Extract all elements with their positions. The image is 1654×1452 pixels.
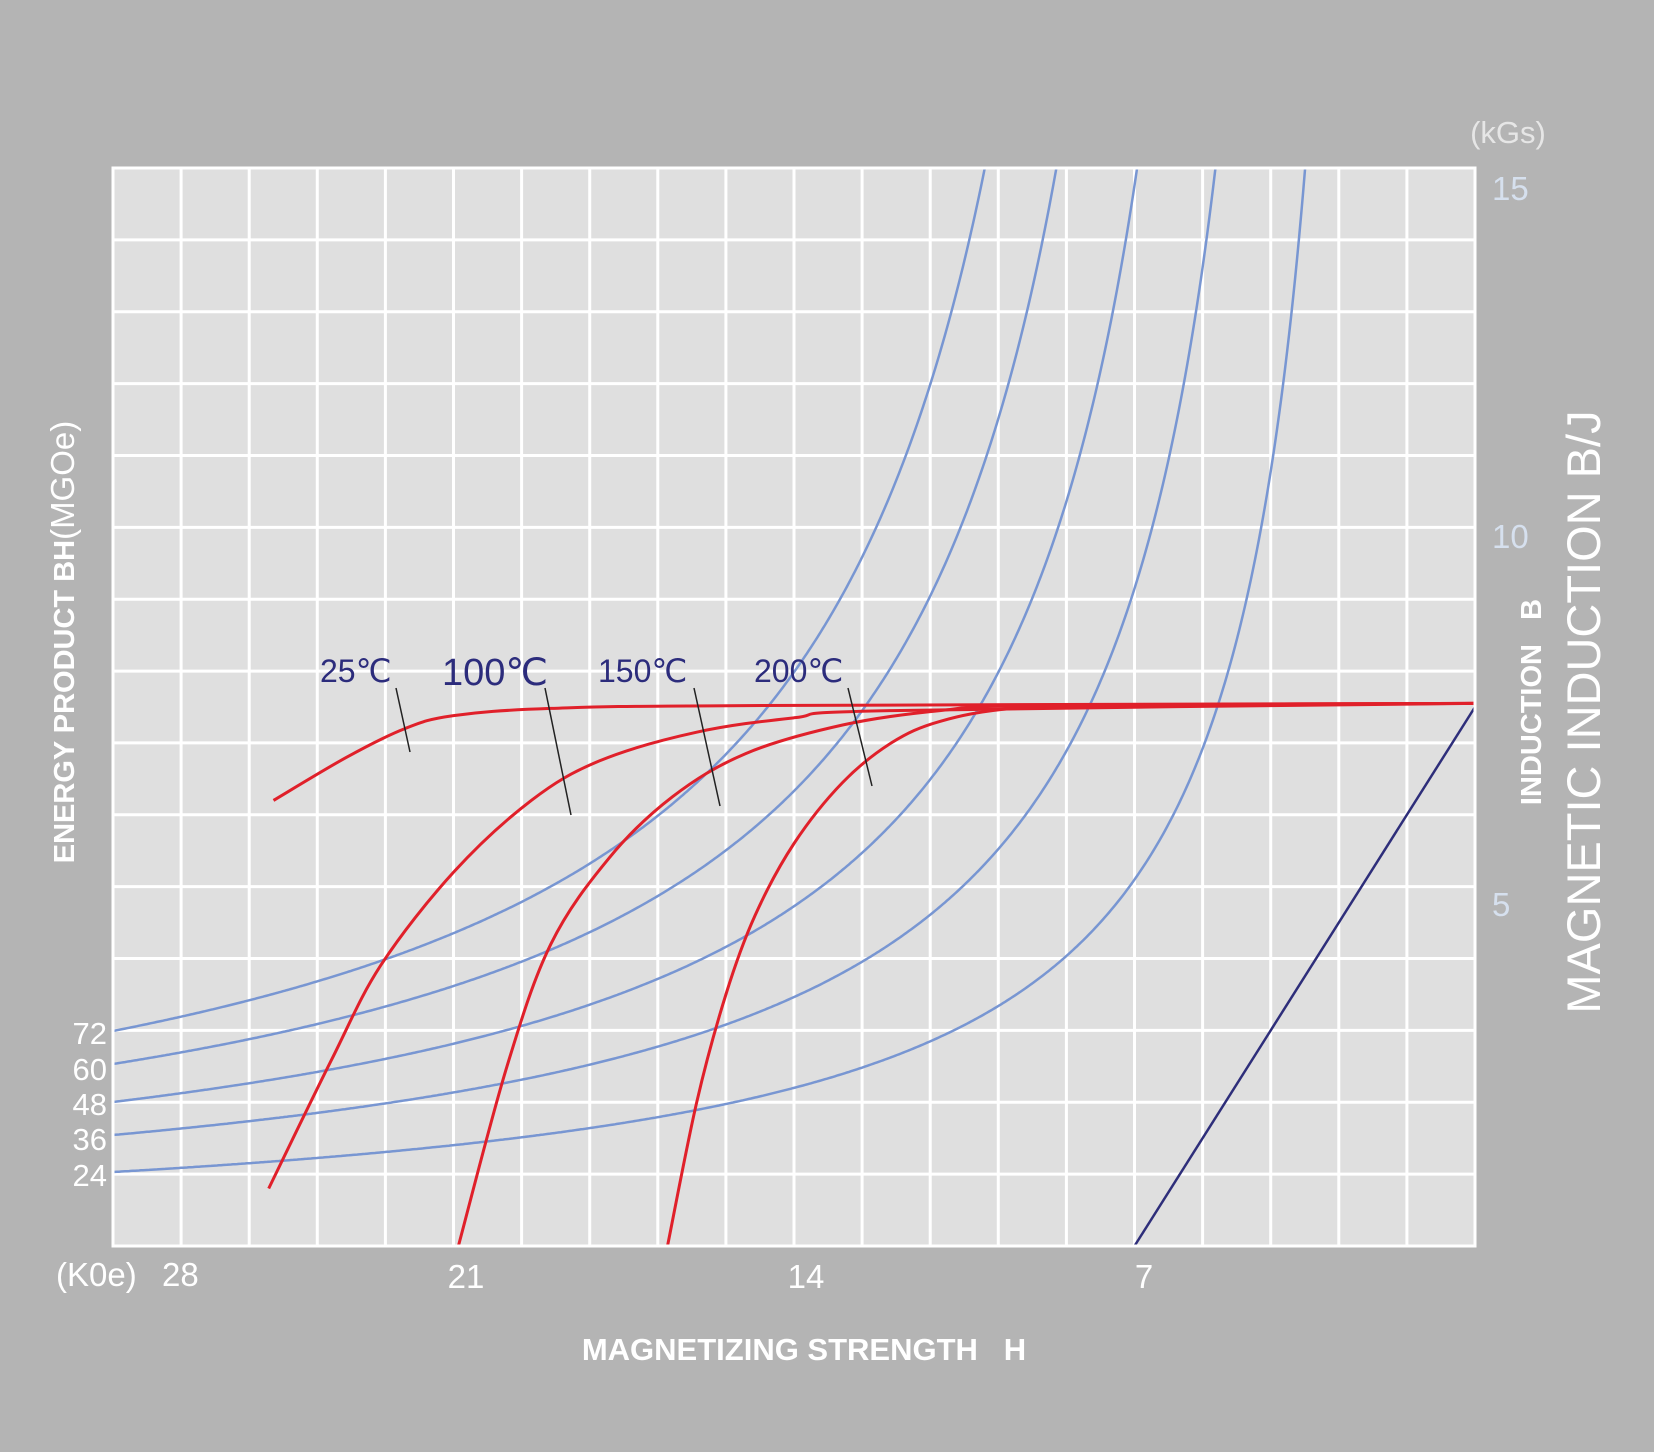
bh-tick-label: 24	[73, 1158, 107, 1193]
bh-curve-24	[112, 167, 1307, 1174]
bh-curve-36	[112, 167, 1217, 1137]
left-axis-title-bold: ENERGY PRODUCT BH	[49, 540, 81, 863]
x-unit-prefix: (K0e)	[56, 1256, 137, 1293]
bh-curve-72	[112, 167, 987, 1033]
series-label-200c: 200℃	[754, 653, 843, 689]
y-tick-label: 5	[1492, 886, 1510, 923]
x-tick-label: 7	[1135, 1258, 1153, 1295]
series-label-25c: 25℃	[320, 653, 392, 689]
right-axis-title-outer: MAGNETIC INDUCTION B/J	[1557, 410, 1610, 1013]
recoil-line	[1133, 706, 1477, 1247]
label-leader-line	[395, 687, 411, 753]
label-leader-line	[847, 687, 873, 787]
y-tick-label: 15	[1492, 170, 1529, 207]
demagnetization-curves	[267, 701, 1476, 1247]
bh-tick-label: 48	[73, 1087, 107, 1122]
y-tick-label: 10	[1492, 518, 1529, 555]
x-axis-title: MAGNETIZING STRENGTH H	[582, 1332, 1026, 1367]
label-leader-line	[693, 687, 721, 807]
recoil-line-group	[1133, 706, 1477, 1247]
y-unit-label: (kGs)	[1470, 115, 1546, 150]
bh-curve-60	[112, 167, 1058, 1066]
series-label-leaders	[395, 687, 873, 816]
x-tick-label: 14	[788, 1258, 825, 1295]
bh-tick-label: 72	[73, 1016, 107, 1051]
bh-curve-48	[112, 167, 1139, 1104]
series-label-100c: 100℃	[442, 652, 548, 694]
series-label-150c: 150℃	[598, 653, 687, 689]
bh-tick-label: 60	[73, 1052, 107, 1087]
label-leader-line	[544, 687, 572, 816]
x-tick-label: 28	[162, 1256, 199, 1293]
demag-curve-3	[666, 701, 1476, 1247]
x-tick-label: 21	[448, 1258, 485, 1295]
left-axis-title: ENERGY PRODUCT BH(MGOe)	[44, 421, 81, 864]
bh-tick-label: 36	[73, 1122, 107, 1157]
plot-border	[111, 166, 1477, 1248]
energy-product-curves	[112, 167, 1307, 1174]
left-axis-title-unit: (MGOe)	[44, 421, 81, 540]
right-axis-title-inner: INDUCTION B	[1516, 599, 1548, 805]
